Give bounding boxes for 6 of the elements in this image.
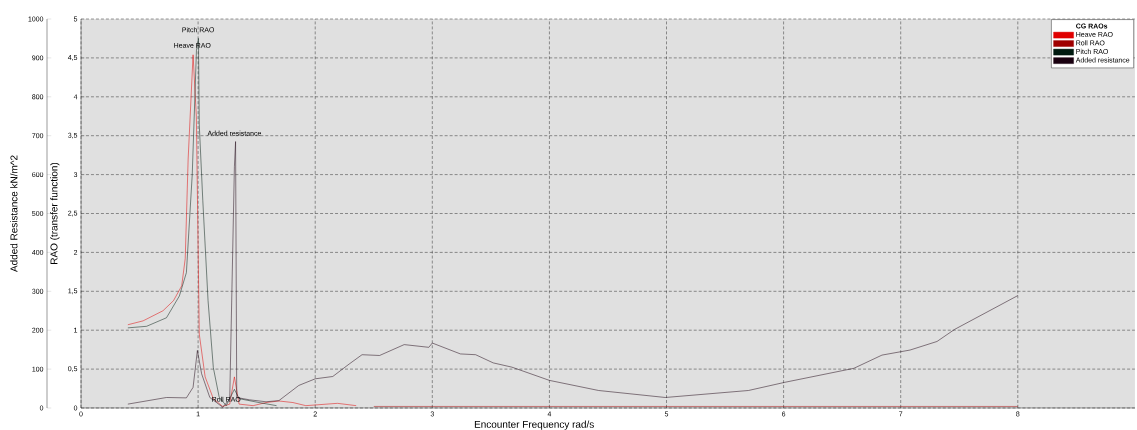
line-series bbox=[127, 54, 357, 407]
y-axis-title: RAO (transfer function) bbox=[50, 162, 60, 264]
y2-axis-title: Added Resistance kN/m^2 bbox=[10, 155, 18, 273]
x-axis-title: Encounter Frequency rad/s bbox=[474, 420, 594, 430]
line-series bbox=[127, 141, 1019, 408]
line-series bbox=[127, 38, 277, 406]
